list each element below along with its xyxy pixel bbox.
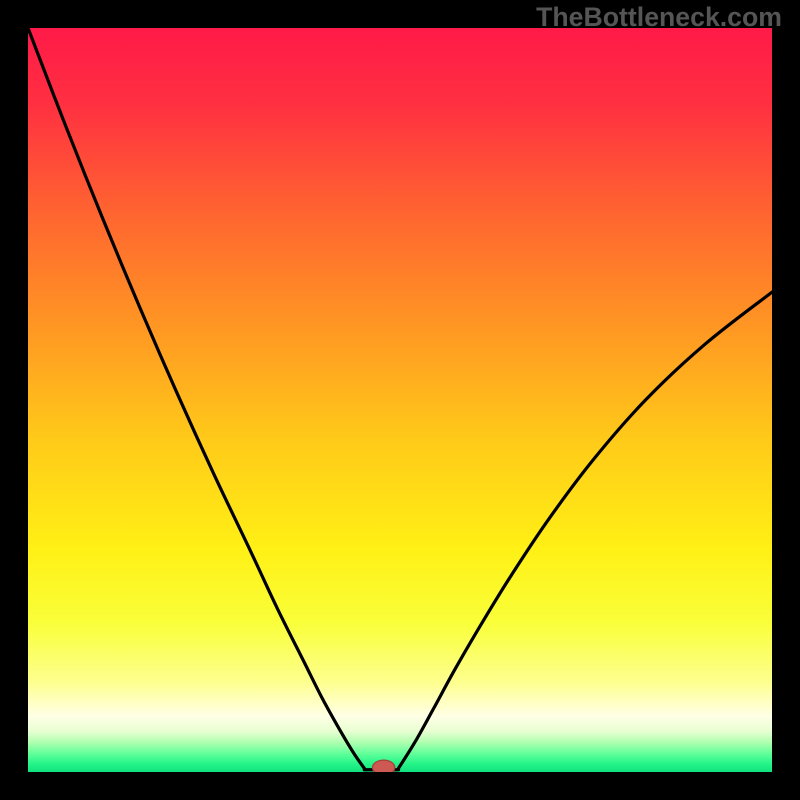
watermark-text: TheBottleneck.com [536, 2, 782, 33]
chart-plot-area [28, 28, 772, 772]
gradient-background [28, 28, 772, 772]
